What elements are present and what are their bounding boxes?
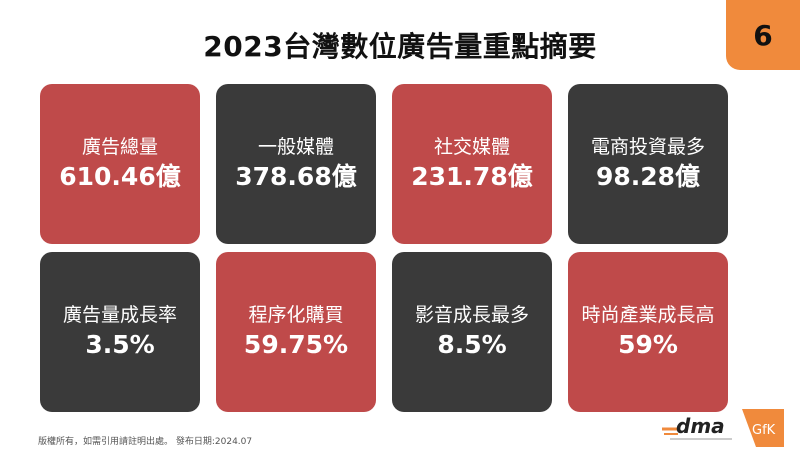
svg-text:dma: dma: [676, 414, 725, 438]
card-growth-rate: 廣告量成長率 3.5%: [40, 252, 200, 412]
card-label: 影音成長最多: [414, 303, 529, 326]
card-value: 378.68億: [235, 162, 357, 192]
card-value: 610.46億: [59, 162, 181, 192]
gfk-logo: GfK: [742, 409, 784, 447]
card-label: 社交媒體: [433, 135, 510, 158]
footer-copyright: 版權所有，如需引用請註明出處。 發布日期:2024.07: [38, 437, 253, 447]
card-fashion-growth: 時尚產業成長高 59%: [568, 252, 728, 412]
card-label: 時尚產業成長高: [581, 303, 715, 326]
card-label: 廣告總量: [81, 135, 158, 158]
card-programmatic: 程序化購買 59.75%: [216, 252, 376, 412]
card-label: 廣告量成長率: [62, 303, 177, 326]
card-social-media: 社交媒體 231.78億: [392, 84, 552, 244]
card-label: 一般媒體: [257, 135, 334, 158]
card-label: 程序化購買: [248, 303, 344, 326]
card-total-ad-volume: 廣告總量 610.46億: [40, 84, 200, 244]
card-value: 59%: [618, 330, 678, 360]
card-value: 59.75%: [243, 330, 349, 360]
card-label: 電商投資最多: [590, 135, 705, 158]
card-video-growth: 影音成長最多 8.5%: [392, 252, 552, 412]
card-value: 8.5%: [437, 330, 507, 360]
summary-grid: 廣告總量 610.46億 一般媒體 378.68億 社交媒體 231.78億 電…: [40, 84, 728, 412]
card-ecommerce: 電商投資最多 98.28億: [568, 84, 728, 244]
svg-text:GfK: GfK: [752, 423, 776, 438]
page-title: 2023台灣數位廣告量重點摘要: [203, 30, 597, 63]
page-number-badge: 6: [726, 0, 800, 70]
dma-logo: dma: [660, 411, 736, 443]
card-value: 3.5%: [85, 330, 155, 360]
card-general-media: 一般媒體 378.68億: [216, 84, 376, 244]
card-value: 231.78億: [411, 162, 533, 192]
card-value: 98.28億: [595, 162, 701, 192]
